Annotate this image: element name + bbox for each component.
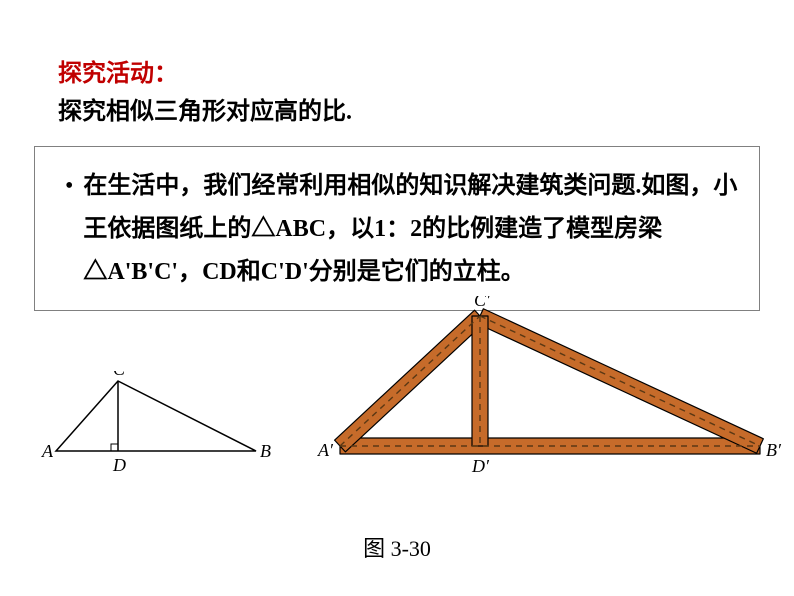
activity-subtitle: 探究相似三角形对应高的比. <box>58 93 794 131</box>
figures-area: ABCD A′B′C′D′ 图 3-30 <box>0 311 794 571</box>
svg-text:C: C <box>113 371 126 379</box>
svg-text:B: B <box>260 441 271 461</box>
svg-text:A′: A′ <box>317 440 334 460</box>
bullet-mark: • <box>65 165 73 208</box>
svg-text:D: D <box>112 455 126 475</box>
left-triangle-diagram: A B C D <box>38 371 278 491</box>
svg-text:D′: D′ <box>471 456 490 476</box>
bullet-row: • 在生活中，我们经常利用相似的知识解决建筑类问题.如图，小王依据图纸上的△AB… <box>65 165 741 295</box>
svg-text:A: A <box>41 441 54 461</box>
activity-title: 探究活动： <box>58 55 794 93</box>
svg-text:B′: B′ <box>766 440 782 460</box>
body-text: 在生活中，我们经常利用相似的知识解决建筑类问题.如图，小王依据图纸上的△ABC，… <box>83 165 741 295</box>
heading-area: 探究活动： 探究相似三角形对应高的比. <box>0 0 794 132</box>
content-box: • 在生活中，我们经常利用相似的知识解决建筑类问题.如图，小王依据图纸上的△AB… <box>34 146 760 312</box>
svg-text:C′: C′ <box>474 296 491 310</box>
right-triangle-diagram: A′ B′ C′ D′ <box>300 296 790 486</box>
figure-caption: 图 3-30 <box>363 531 431 563</box>
